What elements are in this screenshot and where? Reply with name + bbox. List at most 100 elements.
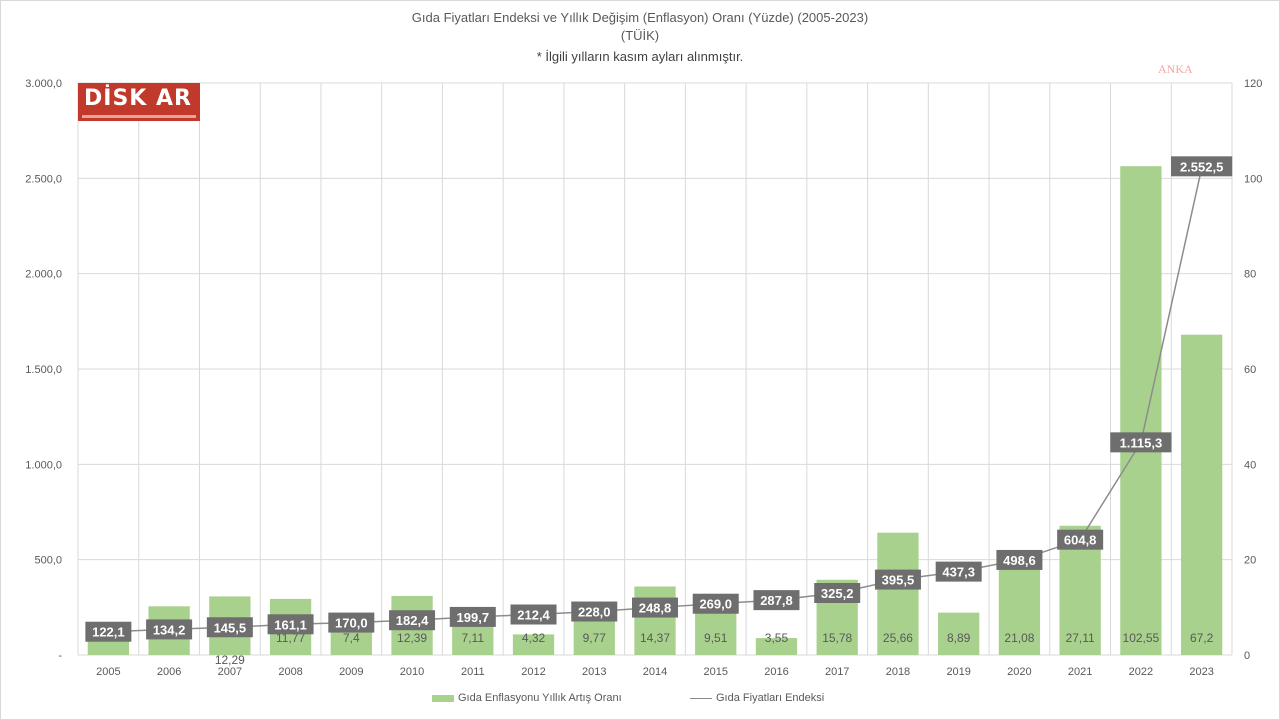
line-label-box [85, 621, 132, 642]
line-value-label: 2.552,5 [1180, 159, 1223, 174]
line-label-box [632, 597, 678, 618]
line-value-label: 269,0 [699, 597, 732, 612]
y-left-tick-label: 1.500,0 [25, 364, 62, 376]
chart-source: (TÜİK) [620, 28, 660, 43]
x-tick-label: 2014 [643, 666, 667, 678]
line-label-box [692, 593, 739, 614]
logo-underline [82, 115, 196, 118]
bar-value-label: 7,11 [462, 631, 485, 645]
line-label-box [1057, 529, 1104, 550]
line-label-box [328, 612, 375, 633]
y-right-tick-label: 40 [1244, 459, 1256, 471]
legend-item-line: Gıda Fiyatları Endeksi [690, 692, 824, 704]
chart-legend: Gıda Enflasyonu Yıllık Artış Oranı Gıda … [0, 692, 1280, 708]
legend-bar-swatch [432, 694, 454, 702]
bar [1120, 166, 1162, 655]
x-tick-label: 2019 [946, 666, 970, 678]
bar [755, 638, 798, 655]
bar-value-label: 27,11 [1066, 631, 1095, 645]
bar [1180, 334, 1223, 655]
bar [512, 634, 555, 655]
line-value-label: 170,0 [335, 616, 368, 631]
y-left-tick-label: 1.000,0 [25, 459, 62, 471]
x-tick-label: 2017 [825, 666, 849, 678]
line-value-label: 395,5 [882, 573, 915, 588]
bar-value-label: 11,77 [276, 631, 305, 645]
y-left-tick-label: 3.000,0 [25, 78, 62, 90]
y-left-tick-label: - [58, 650, 62, 662]
line-label-box [206, 617, 253, 638]
bar-value-label: 14,37 [640, 631, 670, 645]
bar [695, 609, 737, 655]
bar-value-label: 12,39 [397, 631, 427, 645]
bar-value-label: 7,4 [343, 631, 360, 645]
x-tick-label: 2005 [96, 666, 120, 678]
line-label-box [935, 561, 982, 582]
bar [998, 554, 1041, 655]
bar-value-label: 12,29 [215, 653, 245, 667]
bar-value-label: 4,32 [522, 631, 546, 645]
x-tick-label: 2016 [764, 666, 788, 678]
bar-value-label: 21,08 [1004, 631, 1034, 645]
line-value-label: 498,6 [1003, 553, 1036, 568]
bar-value-label: 67,2 [1190, 631, 1214, 645]
x-tick-label: 2010 [400, 666, 424, 678]
x-tick-label: 2009 [339, 666, 363, 678]
y-right-tick-label: 120 [1244, 78, 1262, 90]
watermark: ANKA [1158, 62, 1193, 76]
y-right-tick-label: 60 [1244, 364, 1256, 376]
line-value-label: 134,2 [153, 622, 186, 637]
x-tick-label: 2008 [278, 666, 302, 678]
line-label-box [1110, 432, 1172, 453]
x-tick-label: 2020 [1007, 666, 1031, 678]
x-tick-label: 2021 [1068, 666, 1092, 678]
chart-title: Gıda Fiyatları Endeksi ve Yıllık Değişim… [411, 10, 869, 25]
y-right-tick-label: 100 [1244, 173, 1262, 185]
line-label-box [146, 619, 193, 640]
line-value-label: 437,3 [942, 565, 975, 580]
x-tick-label: 2007 [218, 666, 242, 678]
line-value-label: 182,4 [396, 613, 429, 628]
line-value-label: 161,1 [274, 617, 307, 632]
line-label-box [389, 610, 436, 631]
x-tick-label: 2022 [1129, 666, 1153, 678]
line-label-box [874, 569, 921, 590]
y-left-tick-label: 2.500,0 [25, 173, 62, 185]
x-tick-label: 2018 [886, 666, 910, 678]
y-right-tick-label: 0 [1244, 650, 1250, 662]
bar-value-label: 3,55 [765, 631, 789, 645]
bar-value-label: 8,89 [947, 631, 971, 645]
bar-value-label: 9,51 [704, 631, 728, 645]
legend-line-swatch [690, 697, 712, 699]
line-label-box [449, 606, 496, 627]
line-value-label: 145,5 [214, 620, 247, 635]
line-value-label: 228,0 [578, 605, 611, 620]
legend-item-bar: Gıda Enflasyonu Yıllık Artış Oranı [432, 692, 622, 704]
legend-bar-label: Gıda Enflasyonu Yıllık Artış Oranı [458, 692, 622, 704]
x-tick-label: 2015 [703, 666, 727, 678]
y-left-tick-label: 500,0 [34, 555, 62, 567]
line-value-label: 212,4 [517, 608, 550, 623]
line-value-label: 604,8 [1064, 533, 1097, 548]
line-label-box [814, 582, 861, 603]
line-value-label: 1.115,3 [1120, 435, 1163, 450]
line-value-label: 248,8 [639, 601, 672, 616]
bar-value-label: 25,66 [883, 631, 913, 645]
line-value-label: 199,7 [457, 610, 490, 625]
logo-text: DİSK AR [84, 86, 192, 111]
line-value-label: 122,1 [92, 625, 125, 640]
x-tick-label: 2013 [582, 666, 606, 678]
x-tick-label: 2006 [157, 666, 181, 678]
x-tick-label: 2023 [1189, 666, 1213, 678]
line-label-box [753, 590, 800, 611]
diskar-logo: DİSK AR [78, 83, 200, 121]
bar-value-label: 9,77 [583, 631, 607, 645]
line-label-box [571, 601, 618, 622]
bar [938, 612, 980, 655]
line-label-box [510, 604, 557, 625]
line-label-box [267, 614, 314, 635]
legend-line-label: Gıda Fiyatları Endeksi [716, 692, 825, 704]
bar-value-label: 102,55 [1123, 631, 1160, 645]
bar-value-label: 15,78 [822, 631, 852, 645]
